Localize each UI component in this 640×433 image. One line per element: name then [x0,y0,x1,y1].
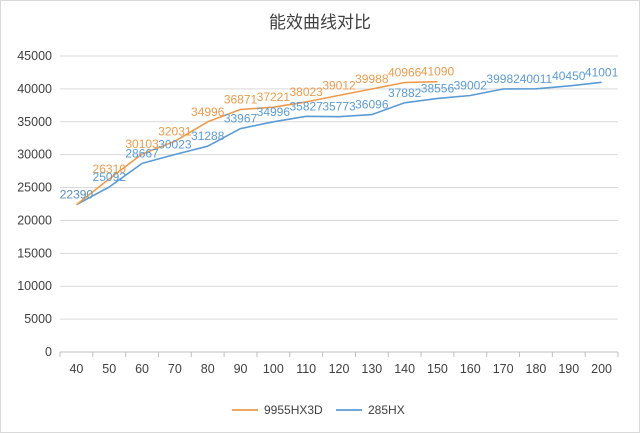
legend-label: 9955HX3D [264,403,323,417]
data-label: 31288 [191,129,225,143]
data-label: 36096 [355,98,389,112]
data-label: 40966 [388,66,422,80]
data-label: 40011 [520,72,553,86]
x-tick-label: 140 [394,362,415,376]
y-tick-label: 15000 [17,246,52,260]
data-label: 37221 [257,90,291,104]
y-tick-label: 40000 [17,82,52,96]
x-tick-label: 180 [526,362,547,376]
data-label: 38556 [421,81,455,95]
legend: 9955HX3D 285HX [232,403,405,417]
y-tick-label: 45000 [17,49,52,63]
series-line [75,80,438,206]
x-tick-label: 190 [558,362,579,376]
x-tick-label: 130 [361,362,382,376]
y-tick-label: 10000 [17,279,52,293]
series-line [76,81,602,206]
x-axis [59,351,619,357]
x-tick-label: 90 [234,362,248,376]
y-tick-label: 5000 [24,312,52,326]
legend-label: 285HX [368,403,405,417]
y-tick-label: 30000 [17,148,52,162]
y-tick-label: 20000 [17,213,52,227]
x-tick-label: 80 [201,362,215,376]
data-label: 30023 [158,138,192,152]
x-tick-label: 170 [493,362,514,376]
y-tick-label: 35000 [17,115,52,129]
x-tick-label: 100 [263,362,284,376]
data-label: 41090 [421,65,455,79]
data-label: 30103 [125,137,159,151]
data-label: 39012 [322,78,356,92]
data-label: 39988 [355,72,389,86]
data-label: 22390 [60,188,94,202]
x-tick-label: 70 [168,362,182,376]
x-tick-label: 50 [102,362,116,376]
data-label: 34996 [191,105,225,119]
x-tick-label: 120 [329,362,350,376]
x-tick-label: 150 [427,362,448,376]
gridlines [60,55,618,320]
data-label: 25092 [93,170,127,184]
data-label: 33967 [224,112,258,126]
data-label: 39002 [454,78,488,92]
y-tick-label: 0 [45,345,52,359]
series-lines [75,80,602,206]
y-tick-label: 25000 [17,181,52,195]
data-label: 22390 [60,188,94,202]
data-label: 37882 [388,86,422,100]
data-label: 35773 [322,100,356,114]
data-label: 41001 [585,65,619,79]
data-label: 35827 [289,99,323,113]
data-label: 38023 [289,85,323,99]
x-tick-label: 160 [460,362,481,376]
chart-title: 能效曲线对比 [269,13,371,33]
x-tick-label: 60 [135,362,149,376]
x-tick-label: 200 [591,362,612,376]
x-tick-label: 40 [69,362,83,376]
data-label: 39982 [486,72,520,86]
data-label: 34996 [257,105,291,119]
y-axis-ticks: 0 5000 10000 15000 20000 25000 30000 35000 40000… [17,49,52,359]
data-label: 32031 [158,124,192,138]
data-label: 36871 [224,92,258,106]
data-label: 28667 [125,146,159,160]
x-tick-label: 110 [296,362,316,376]
data-label: 40450 [552,69,586,83]
data-label: 26310 [93,162,127,176]
x-axis-ticks: 40 50 60 70 80 90 100 110 120 130 140 150 160 170 180 1… [69,362,612,376]
